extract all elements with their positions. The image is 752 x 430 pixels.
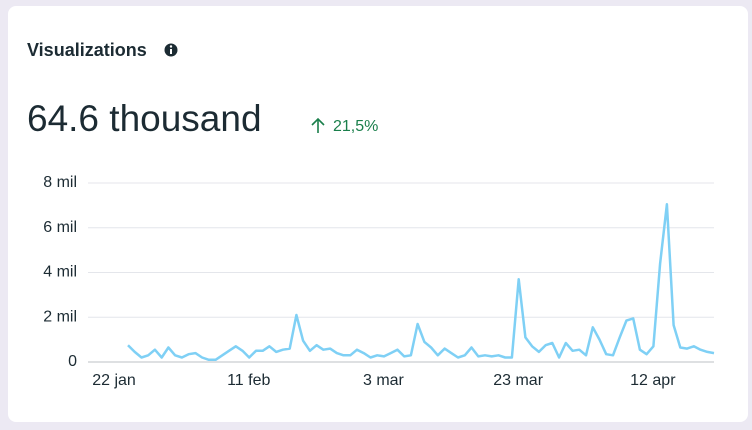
chart-title: Visualizations bbox=[27, 40, 147, 60]
x-tick-label: 12 apr bbox=[630, 372, 676, 389]
y-tick-label: 2 mil bbox=[43, 308, 77, 325]
x-tick-label: 22 jan bbox=[92, 372, 136, 389]
data-line bbox=[127, 203, 715, 362]
x-tick-label: 23 mar bbox=[493, 372, 543, 389]
y-tick-label: 0 bbox=[68, 353, 77, 370]
y-tick-label: 8 mil bbox=[43, 174, 77, 191]
y-tick-label: 6 mil bbox=[43, 219, 77, 236]
info-icon[interactable] bbox=[164, 43, 178, 57]
x-tick-label: 3 mar bbox=[363, 372, 405, 389]
x-tick-label: 11 feb bbox=[227, 372, 270, 389]
up-arrow bbox=[311, 117, 325, 133]
change-value: 21,5% bbox=[333, 118, 378, 135]
y-tick-label: 4 mil bbox=[43, 264, 77, 281]
headline: 64.6 thousand bbox=[27, 98, 262, 139]
card bbox=[8, 6, 748, 422]
